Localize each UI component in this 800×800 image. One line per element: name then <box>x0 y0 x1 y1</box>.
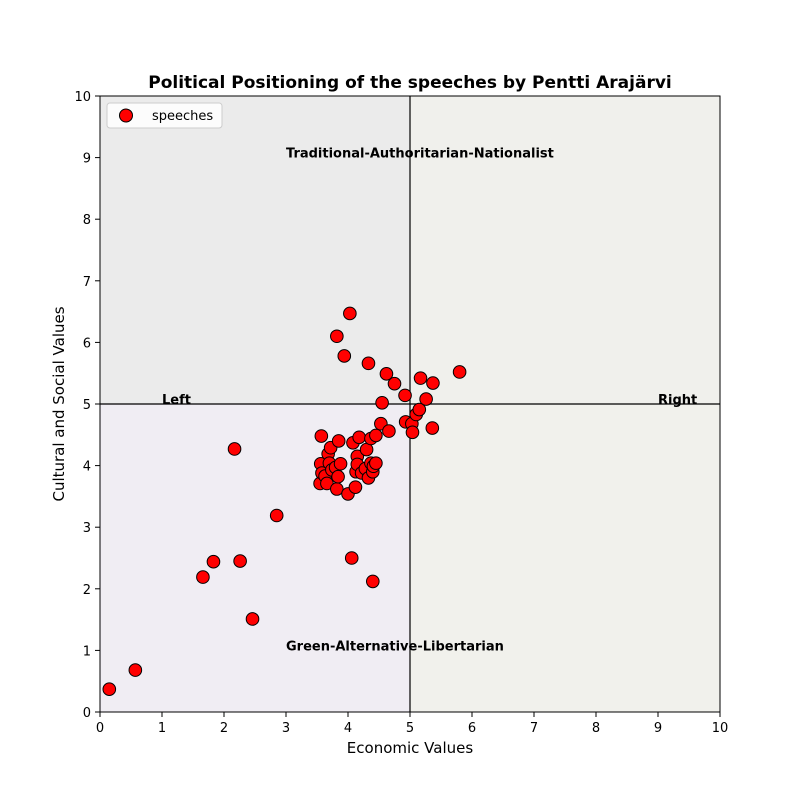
speech-point <box>344 551 359 565</box>
y-tick-label: 4 <box>83 460 91 475</box>
x-tick-label: 10 <box>712 721 729 736</box>
quadrant-bottom-right <box>410 404 720 712</box>
speech-point <box>233 554 247 568</box>
speech-point <box>206 554 221 569</box>
x-tick-label: 3 <box>282 721 290 736</box>
speech-point <box>375 395 389 410</box>
y-tick-label: 3 <box>83 521 91 536</box>
speech-point <box>245 612 260 626</box>
speech-point <box>269 508 284 523</box>
x-tick-label: 4 <box>344 721 352 736</box>
speech-point <box>379 367 394 381</box>
quadrant-top-right <box>410 96 720 404</box>
speech-point <box>366 574 380 589</box>
speech-point <box>331 469 345 484</box>
y-tick-label: 9 <box>83 152 91 167</box>
y-tick-label: 2 <box>83 583 91 598</box>
quadrant-annotation: Left <box>162 393 191 408</box>
y-axis-ticks: 0 1 2 3 4 5 6 7 8 9 10 <box>74 90 100 721</box>
legend-marker-speeches <box>119 108 133 123</box>
speech-point <box>382 424 396 438</box>
x-tick-label: 0 <box>96 721 104 736</box>
x-tick-label: 9 <box>654 721 662 736</box>
y-tick-label: 10 <box>74 90 91 105</box>
quadrant-annotation: Traditional-Authoritarian-Nationalist <box>286 147 554 162</box>
y-tick-label: 7 <box>83 275 91 290</box>
x-axis-title: Economic Values <box>347 739 474 757</box>
quadrant-annotation: Green-Alternative-Libertarian <box>286 639 504 654</box>
speech-point <box>333 456 348 471</box>
speech-point <box>387 376 402 391</box>
speech-point <box>331 434 346 448</box>
x-tick-label: 2 <box>220 721 228 736</box>
speech-point <box>425 421 440 435</box>
speech-point <box>102 682 117 697</box>
quadrant-top-left <box>100 96 410 404</box>
speech-point <box>227 442 242 456</box>
quadrant-annotations: Traditional-Authoritarian-Nationalist Gre… <box>162 147 697 655</box>
speech-point <box>398 388 412 403</box>
chart-title: Political Positioning of the speeches by… <box>148 73 672 93</box>
speech-point <box>352 430 366 445</box>
speech-point <box>369 428 383 443</box>
x-tick-label: 6 <box>468 721 476 736</box>
speech-point <box>426 376 440 390</box>
speeches-series <box>102 306 467 697</box>
y-axis-title: Cultural and Social Values <box>50 306 68 501</box>
speech-point <box>369 456 383 470</box>
speech-point <box>413 371 428 385</box>
legend-label-speeches: speeches <box>152 109 213 124</box>
speech-point <box>419 392 433 406</box>
y-tick-label: 1 <box>83 644 91 659</box>
legend-box <box>106 102 223 129</box>
y-tick-label: 6 <box>83 336 91 351</box>
speech-point <box>128 663 143 677</box>
x-tick-label: 1 <box>158 721 166 736</box>
speech-point <box>412 402 427 417</box>
x-tick-label: 5 <box>406 721 414 736</box>
speech-point <box>452 365 467 379</box>
legend: speeches <box>106 102 223 129</box>
speech-point <box>330 329 344 344</box>
speech-point <box>405 425 420 440</box>
speech-point <box>196 570 210 584</box>
y-tick-label: 5 <box>83 398 91 413</box>
quadrant-annotation: Right <box>658 393 697 408</box>
speech-point <box>337 349 352 363</box>
x-tick-label: 8 <box>592 721 600 736</box>
speech-point <box>348 480 363 494</box>
y-tick-label: 0 <box>83 706 91 721</box>
x-tick-label: 7 <box>530 721 538 736</box>
x-axis-ticks: 0 1 2 3 4 5 6 7 8 9 10 <box>96 712 728 736</box>
speech-point <box>361 356 376 371</box>
y-tick-label: 8 <box>83 213 91 228</box>
speech-point <box>343 306 357 321</box>
speech-point <box>314 429 329 443</box>
